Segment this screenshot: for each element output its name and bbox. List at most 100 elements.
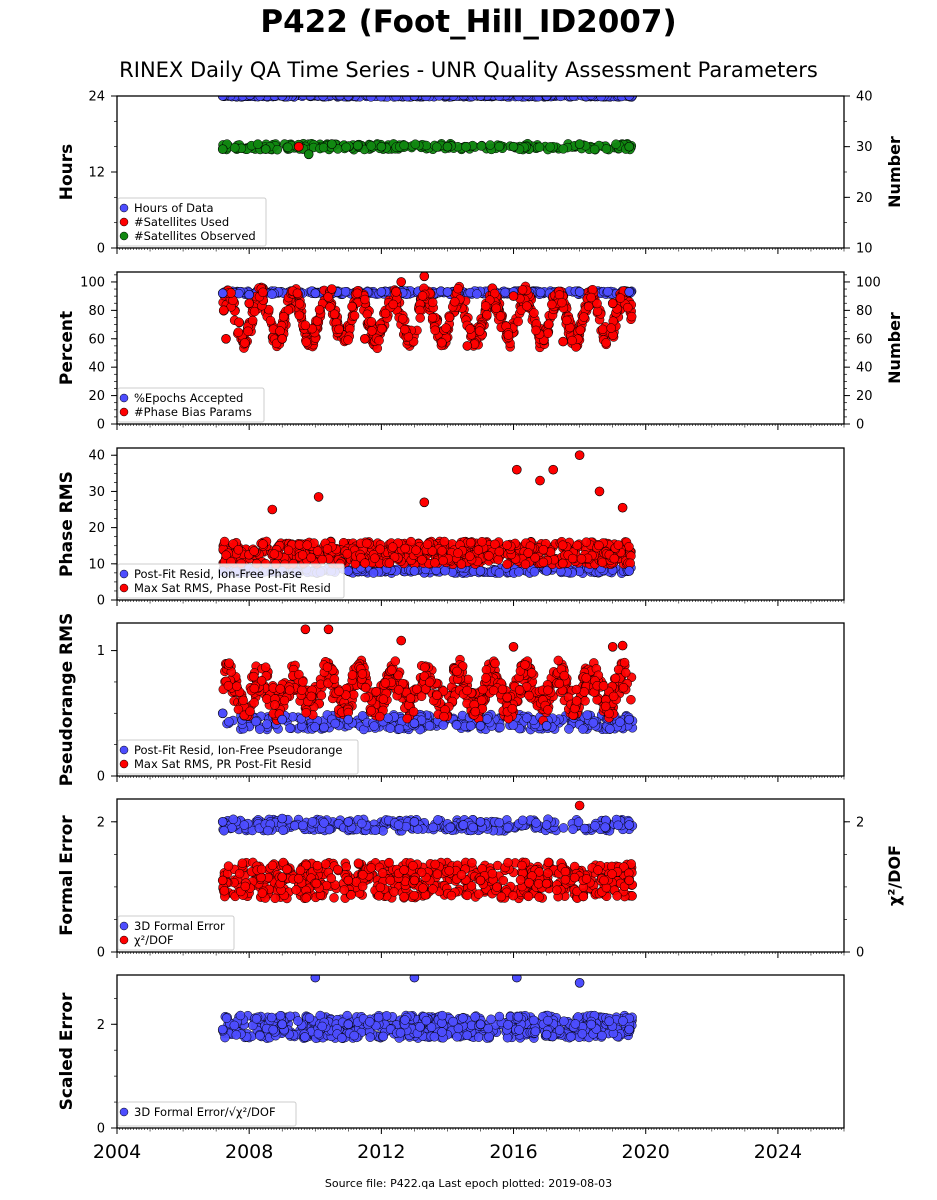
data-point xyxy=(424,677,435,688)
data-point xyxy=(409,566,420,576)
data-point xyxy=(360,682,371,693)
legend-label: %Epochs Accepted xyxy=(134,391,243,405)
data-point xyxy=(326,139,337,149)
data-point xyxy=(419,497,430,508)
data-point xyxy=(258,539,268,549)
data-point xyxy=(306,552,316,563)
y-tick-label: 12 xyxy=(88,166,105,181)
data-point xyxy=(597,324,608,335)
data-point xyxy=(557,540,568,550)
data-point xyxy=(409,96,420,101)
data-point xyxy=(607,641,618,652)
y-right-tick-label: 80 xyxy=(856,304,873,319)
data-point xyxy=(393,670,404,681)
data-point xyxy=(380,308,391,319)
legend-label: Hours of Data xyxy=(134,201,214,215)
data-point xyxy=(419,272,430,282)
data-point xyxy=(283,305,294,315)
data-point xyxy=(420,662,430,673)
data-point xyxy=(217,708,228,719)
data-point xyxy=(221,550,231,560)
data-point xyxy=(275,684,285,694)
data-point xyxy=(427,312,438,323)
data-point xyxy=(491,303,501,314)
data-point xyxy=(224,658,234,668)
data-point xyxy=(377,323,387,334)
data-point xyxy=(610,673,621,684)
data-point xyxy=(319,722,329,733)
data-point xyxy=(557,297,567,308)
data-point xyxy=(279,695,290,706)
data-point xyxy=(269,96,280,101)
data-point xyxy=(402,713,412,724)
data-point xyxy=(543,319,554,329)
data-point xyxy=(417,291,428,301)
plot-area xyxy=(217,450,636,578)
data-point xyxy=(465,324,475,334)
data-point xyxy=(517,285,528,295)
data-point xyxy=(578,724,588,734)
data-point xyxy=(223,681,234,691)
data-point xyxy=(541,566,552,576)
data-point xyxy=(224,716,234,727)
data-point xyxy=(581,537,592,547)
data-point xyxy=(608,691,619,702)
data-point xyxy=(477,536,487,547)
data-point xyxy=(605,724,615,734)
data-point xyxy=(538,544,549,555)
data-point xyxy=(545,142,555,152)
data-point xyxy=(278,311,289,322)
data-point xyxy=(305,96,316,101)
data-point xyxy=(530,552,540,563)
legend-label: Post-Fit Resid, Ion-Free Phase xyxy=(134,567,302,581)
data-point xyxy=(553,655,564,666)
data-point xyxy=(438,720,449,730)
data-point xyxy=(611,139,621,149)
data-point xyxy=(451,720,462,730)
data-point xyxy=(461,142,471,152)
y-tick-label: 0 xyxy=(97,594,105,609)
data-point xyxy=(343,96,354,101)
data-point xyxy=(547,299,557,310)
y-right-tick-label: 0 xyxy=(856,418,864,433)
data-point xyxy=(343,566,354,576)
y-axis-label: Percent xyxy=(57,311,77,385)
data-point xyxy=(520,559,531,570)
data-point xyxy=(292,288,303,299)
legend-label: #Satellites Used xyxy=(134,215,229,229)
data-point xyxy=(574,287,585,297)
data-point xyxy=(558,558,568,569)
data-point xyxy=(529,308,539,318)
data-point xyxy=(534,142,545,152)
y-tick-label: 80 xyxy=(88,304,105,319)
plot-area xyxy=(217,96,638,160)
data-point xyxy=(475,720,486,731)
data-point xyxy=(624,566,635,576)
y-right-tick-label: 40 xyxy=(856,90,873,105)
data-point xyxy=(399,140,409,151)
data-point xyxy=(422,539,433,550)
data-point xyxy=(450,296,460,307)
data-point xyxy=(262,694,272,704)
y-right-tick-label: 20 xyxy=(856,191,873,206)
data-point xyxy=(438,555,448,566)
y-right-tick-label: 60 xyxy=(856,332,873,347)
data-point xyxy=(465,721,476,731)
data-point xyxy=(277,714,288,725)
data-point xyxy=(370,553,380,563)
data-point xyxy=(474,326,485,336)
data-point xyxy=(526,668,537,678)
data-point xyxy=(297,550,308,560)
legend-marker xyxy=(119,231,129,241)
data-point xyxy=(520,660,530,670)
data-point xyxy=(580,696,590,706)
data-point xyxy=(394,685,404,695)
legend-box xyxy=(117,197,267,247)
data-point xyxy=(329,674,340,684)
data-point xyxy=(334,324,344,335)
data-point xyxy=(316,690,327,701)
data-point xyxy=(476,141,487,151)
data-point xyxy=(233,545,244,555)
data-point xyxy=(306,691,317,702)
data-point xyxy=(270,700,280,710)
